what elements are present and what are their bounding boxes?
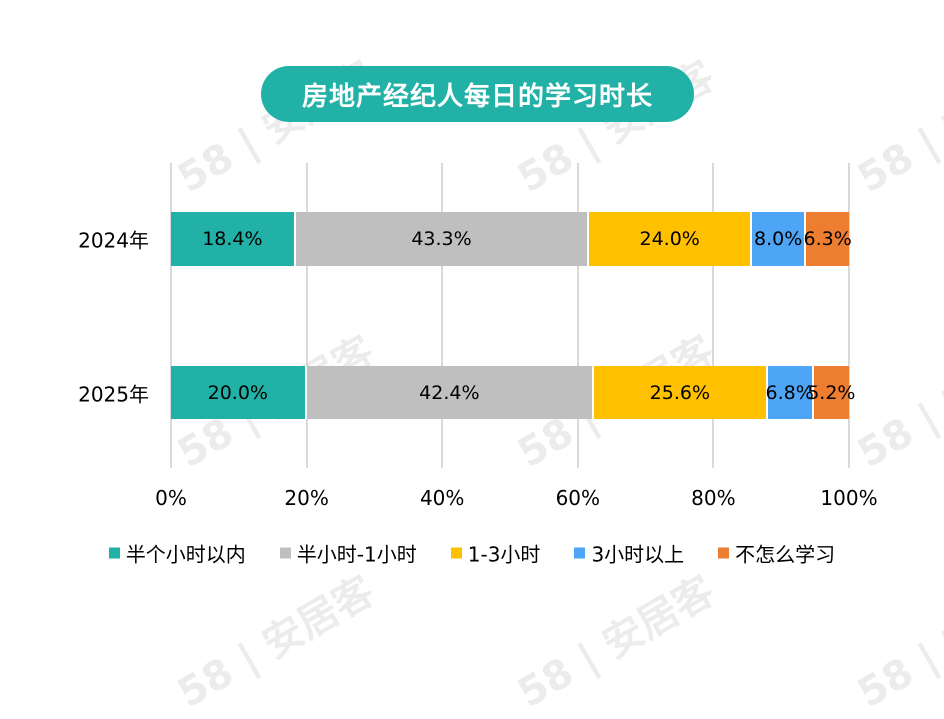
legend-swatch-icon	[279, 547, 291, 559]
gridline	[170, 163, 172, 468]
legend-swatch-icon	[450, 547, 462, 559]
gridline	[712, 163, 715, 468]
category-label: 2024年	[78, 228, 149, 253]
gridline	[576, 163, 579, 468]
tick-label: 20%	[284, 486, 329, 510]
watermark: 58 | 安居客	[850, 53, 944, 202]
data-label: 20.0%	[207, 381, 268, 404]
legend-item: 半个小时以内	[108, 539, 246, 568]
data-label: 25.6%	[649, 381, 711, 404]
bar-segment: 18.4%	[171, 212, 296, 266]
tick-label: 0%	[155, 486, 187, 510]
data-label: 6.3%	[803, 228, 852, 250]
legend-item: 不怎么学习	[718, 539, 835, 568]
legend-label: 半小时-1小时	[296, 542, 417, 567]
bar-row: 18.4% 43.3% 24.0% 8.0% 6.3%	[171, 212, 852, 266]
gridline	[441, 163, 444, 468]
watermark: 58 | 安居客	[510, 568, 723, 717]
legend-item: 1-3小时	[450, 539, 541, 568]
legend-label: 不怎么学习	[735, 542, 836, 567]
legend: 半个小时以内 半小时-1小时 1-3小时 3小时以上 不怎么学习	[0, 539, 944, 568]
tick-label: 40%	[419, 486, 465, 510]
gridline	[848, 163, 850, 468]
data-label: 8.0%	[754, 228, 803, 250]
gridline	[305, 163, 308, 468]
legend-item: 半小时-1小时	[279, 539, 417, 568]
legend-label: 半个小时以内	[125, 542, 246, 567]
watermark: 58 | 安居客	[170, 568, 383, 717]
bar-segment: 43.3%	[295, 212, 590, 266]
data-label: 6.8%	[765, 381, 814, 404]
data-label: 5.2%	[807, 381, 856, 404]
bar-segment: 20.0%	[171, 366, 307, 419]
plot-area: 18.4% 43.3% 24.0% 8.0% 6.3% 20.0% 42.4% 25.6% 6.…	[170, 163, 855, 468]
legend-swatch-icon	[574, 547, 586, 559]
data-label: 24.0%	[639, 228, 700, 250]
legend-label: 3小时以上	[591, 542, 685, 567]
tick-label: 80%	[691, 486, 736, 510]
bar-segment: 8.0%	[752, 212, 807, 266]
data-label: 43.3%	[411, 228, 472, 250]
bar-row: 20.0% 42.4% 25.6% 6.8% 5.2%	[171, 366, 855, 419]
legend-label: 1-3小时	[467, 542, 541, 567]
bar-segment: 24.0%	[589, 212, 753, 266]
watermark: 58 | 安居客	[850, 328, 944, 477]
bar-segment: 5.2%	[807, 366, 855, 419]
legend-item: 3小时以上	[574, 539, 684, 568]
legend-swatch-icon	[718, 547, 730, 559]
chart-title: 房地产经纪人每日的学习时长	[261, 66, 694, 122]
bar-segment: 42.4%	[306, 366, 595, 419]
tick-label: 100%	[820, 486, 878, 510]
watermark: 58 | 安居客	[850, 568, 944, 717]
tick-label: 60%	[555, 486, 601, 510]
bar-segment: 6.3%	[803, 212, 852, 266]
bar-segment: 6.8%	[765, 366, 814, 419]
category-label: 2025年	[78, 382, 149, 406]
data-label: 18.4%	[202, 228, 263, 250]
bar-segment: 25.6%	[594, 366, 768, 419]
data-label: 42.4%	[419, 381, 480, 404]
legend-swatch-icon	[108, 547, 120, 559]
